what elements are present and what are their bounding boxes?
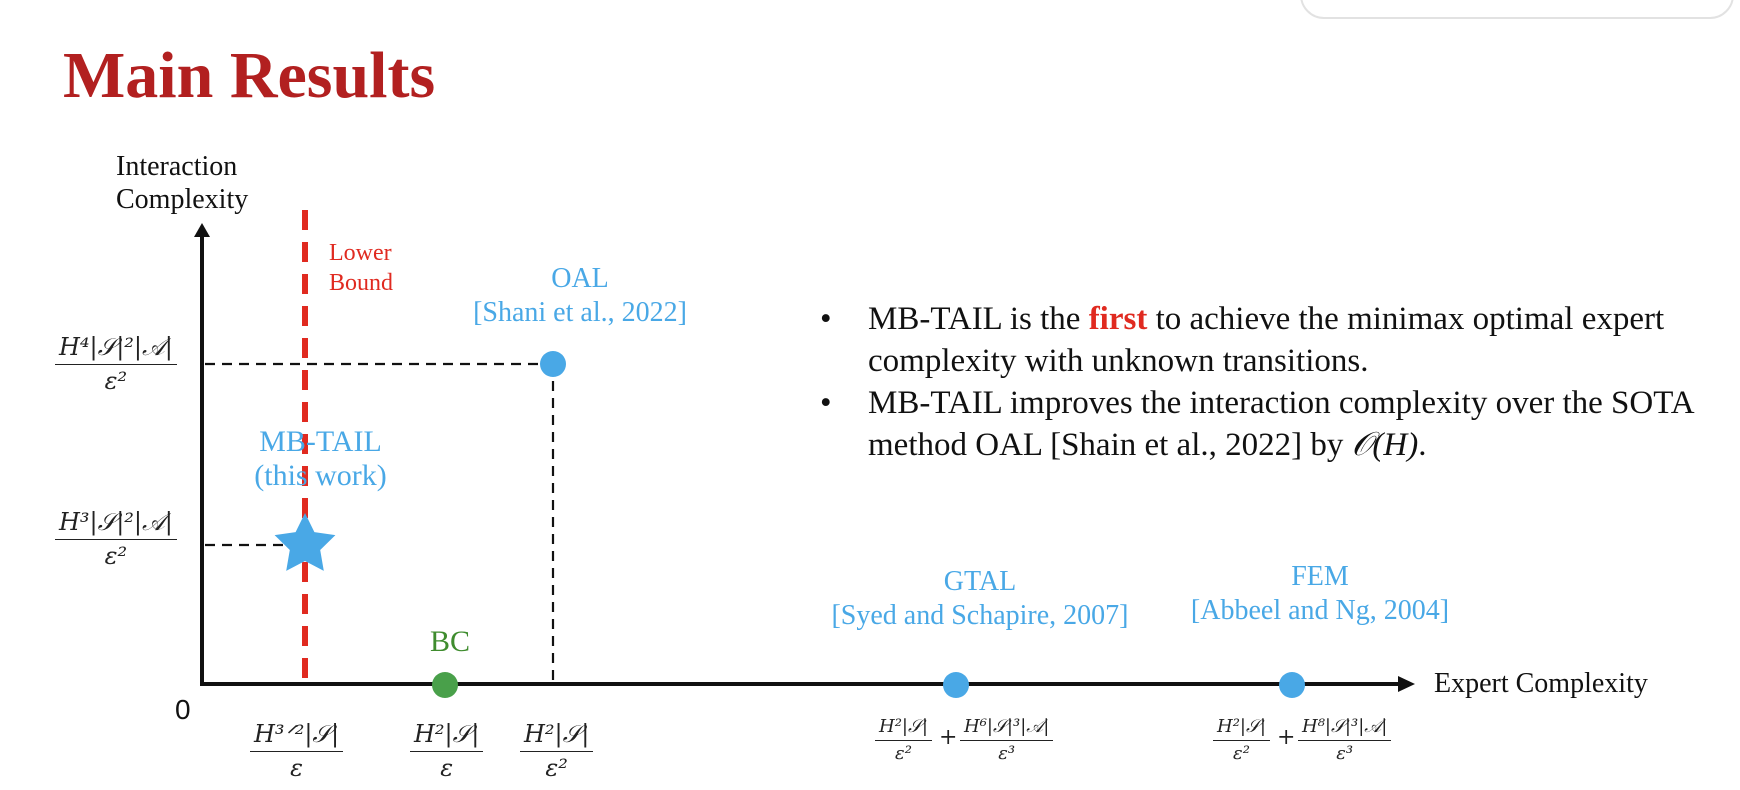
y-axis-arrowhead	[194, 223, 210, 237]
slide-title: Main Results	[63, 39, 436, 112]
oal-point	[540, 351, 566, 377]
mbtail-star	[274, 513, 336, 571]
x-tick-gtal-plus: +	[939, 725, 958, 750]
fem-point	[1279, 672, 1305, 698]
bullet-item-improvement: MB-TAIL improves the interaction complex…	[820, 382, 1740, 466]
x-tick-oal: H²|𝒮| ε²	[520, 720, 594, 782]
x-axis-arrowhead	[1398, 676, 1415, 692]
fem-label: FEM [Abbeel and Ng, 2004]	[1190, 561, 1450, 626]
y-tick-oal: H⁴|𝒮|²|𝒜| ε²	[55, 333, 177, 395]
x-tick-gtal-term2: H⁶|𝒮|³|𝒜| ε³	[960, 716, 1054, 764]
x-tick-lower-bound: H³ᐟ²|𝒮| ε	[250, 720, 344, 782]
bc-point	[432, 672, 458, 698]
x-tick-fem-term1: H²|𝒮| ε²	[1213, 716, 1270, 764]
x-tick-bc: H²|𝒮| ε	[410, 720, 484, 782]
y-tick-mbtail: H³|𝒮|²|𝒜| ε²	[55, 508, 177, 570]
gtal-point	[943, 672, 969, 698]
origin-label: 0	[175, 694, 191, 725]
mbtail-label: MB-TAIL (this work)	[254, 425, 387, 492]
highlight-first: first	[1088, 301, 1148, 337]
oal-label: OAL [Shani et al., 2022]	[473, 263, 687, 328]
lower-bound-label: Lower Bound	[329, 240, 394, 296]
gtal-label: GTAL [Syed and Schapire, 2007]	[831, 566, 1129, 631]
bc-label: BC	[430, 625, 471, 658]
x-tick-fem-plus: +	[1277, 725, 1296, 750]
bullet-item-first: MB-TAIL is the first to achieve the mini…	[820, 298, 1740, 382]
x-tick-fem-term2: H⁸|𝒮|³|𝒜| ε³	[1298, 716, 1392, 764]
big-o-h: 𝒪(H)	[1351, 427, 1419, 463]
y-axis-label: Interaction Complexity	[116, 151, 249, 215]
x-axis-label: Expert Complexity	[1434, 668, 1648, 699]
results-bullets: MB-TAIL is the first to achieve the mini…	[820, 298, 1740, 466]
x-tick-gtal-term1: H²|𝒮| ε²	[875, 716, 932, 764]
